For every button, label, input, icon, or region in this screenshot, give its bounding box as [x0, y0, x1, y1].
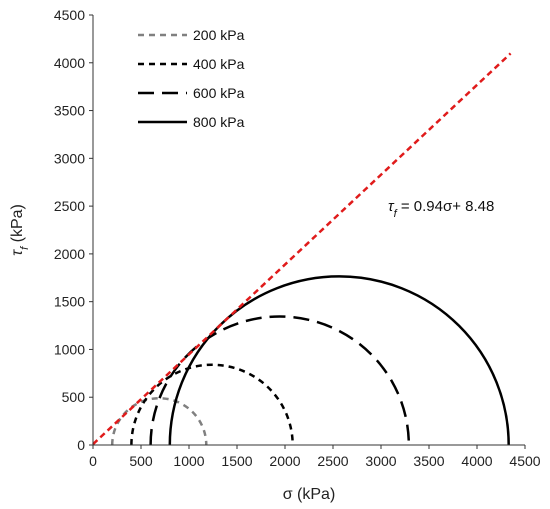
legend-label-4: 800 kPa [193, 114, 245, 130]
fit-symbol: τ [388, 198, 395, 215]
y-tick-label: 1000 [54, 341, 85, 357]
x-tick-label: 1500 [221, 453, 252, 469]
y-tick-label: 2500 [54, 198, 85, 214]
tick-labels: 0 500 1000 1500 2000 2500 3000 3500 4000 4500 0 500… [54, 7, 541, 469]
y-tick-label: 4500 [54, 7, 85, 23]
x-tick-label: 4000 [461, 453, 492, 469]
y-axis-unit: (kPa) [9, 204, 26, 247]
x-tick-label: 500 [129, 453, 153, 469]
x-tick-label: 3000 [365, 453, 396, 469]
x-tick-label: 0 [89, 453, 97, 469]
legend-label-2: 400 kPa [193, 56, 245, 72]
y-axis-symbol: τ [9, 249, 26, 256]
failure-envelope-line [92, 52, 512, 446]
y-tick-label: 3500 [54, 103, 85, 119]
axes [89, 14, 526, 449]
x-axis-title: σ (kPa) [283, 486, 336, 503]
legend: 200 kPa 400 kPa 600 kPa 800 kPa [138, 27, 245, 130]
y-axis-title: τf (kPa) [9, 204, 31, 256]
legend-label-1: 200 kPa [193, 27, 245, 43]
mohr-circle-1 [110, 396, 208, 446]
x-tick-label: 3500 [413, 453, 444, 469]
y-axis-subscript: f [19, 246, 31, 250]
y-tick-label: 4000 [54, 55, 85, 71]
x-tick-label: 2500 [317, 453, 348, 469]
y-tick-label: 0 [77, 437, 85, 453]
x-tick-label: 2000 [269, 453, 300, 469]
fit-subscript: f [394, 208, 398, 220]
y-tick-label: 3000 [54, 150, 85, 166]
y-tick-label: 1500 [54, 294, 85, 310]
y-tick-label: 2000 [54, 246, 85, 262]
fit-equation-label: τf = 0.94σ+ 8.48 [388, 198, 494, 220]
x-tick-label: 4500 [509, 453, 540, 469]
mohr-circle-4 [168, 275, 510, 446]
legend-label-3: 600 kPa [193, 85, 245, 101]
mohr-circles [110, 275, 510, 446]
fit-equation: = 0.94σ+ 8.48 [397, 198, 495, 215]
mohr-circle-2 [130, 363, 294, 446]
y-tick-label: 500 [62, 389, 86, 405]
x-tick-label: 1000 [173, 453, 204, 469]
mohr-circle-3 [149, 315, 411, 446]
